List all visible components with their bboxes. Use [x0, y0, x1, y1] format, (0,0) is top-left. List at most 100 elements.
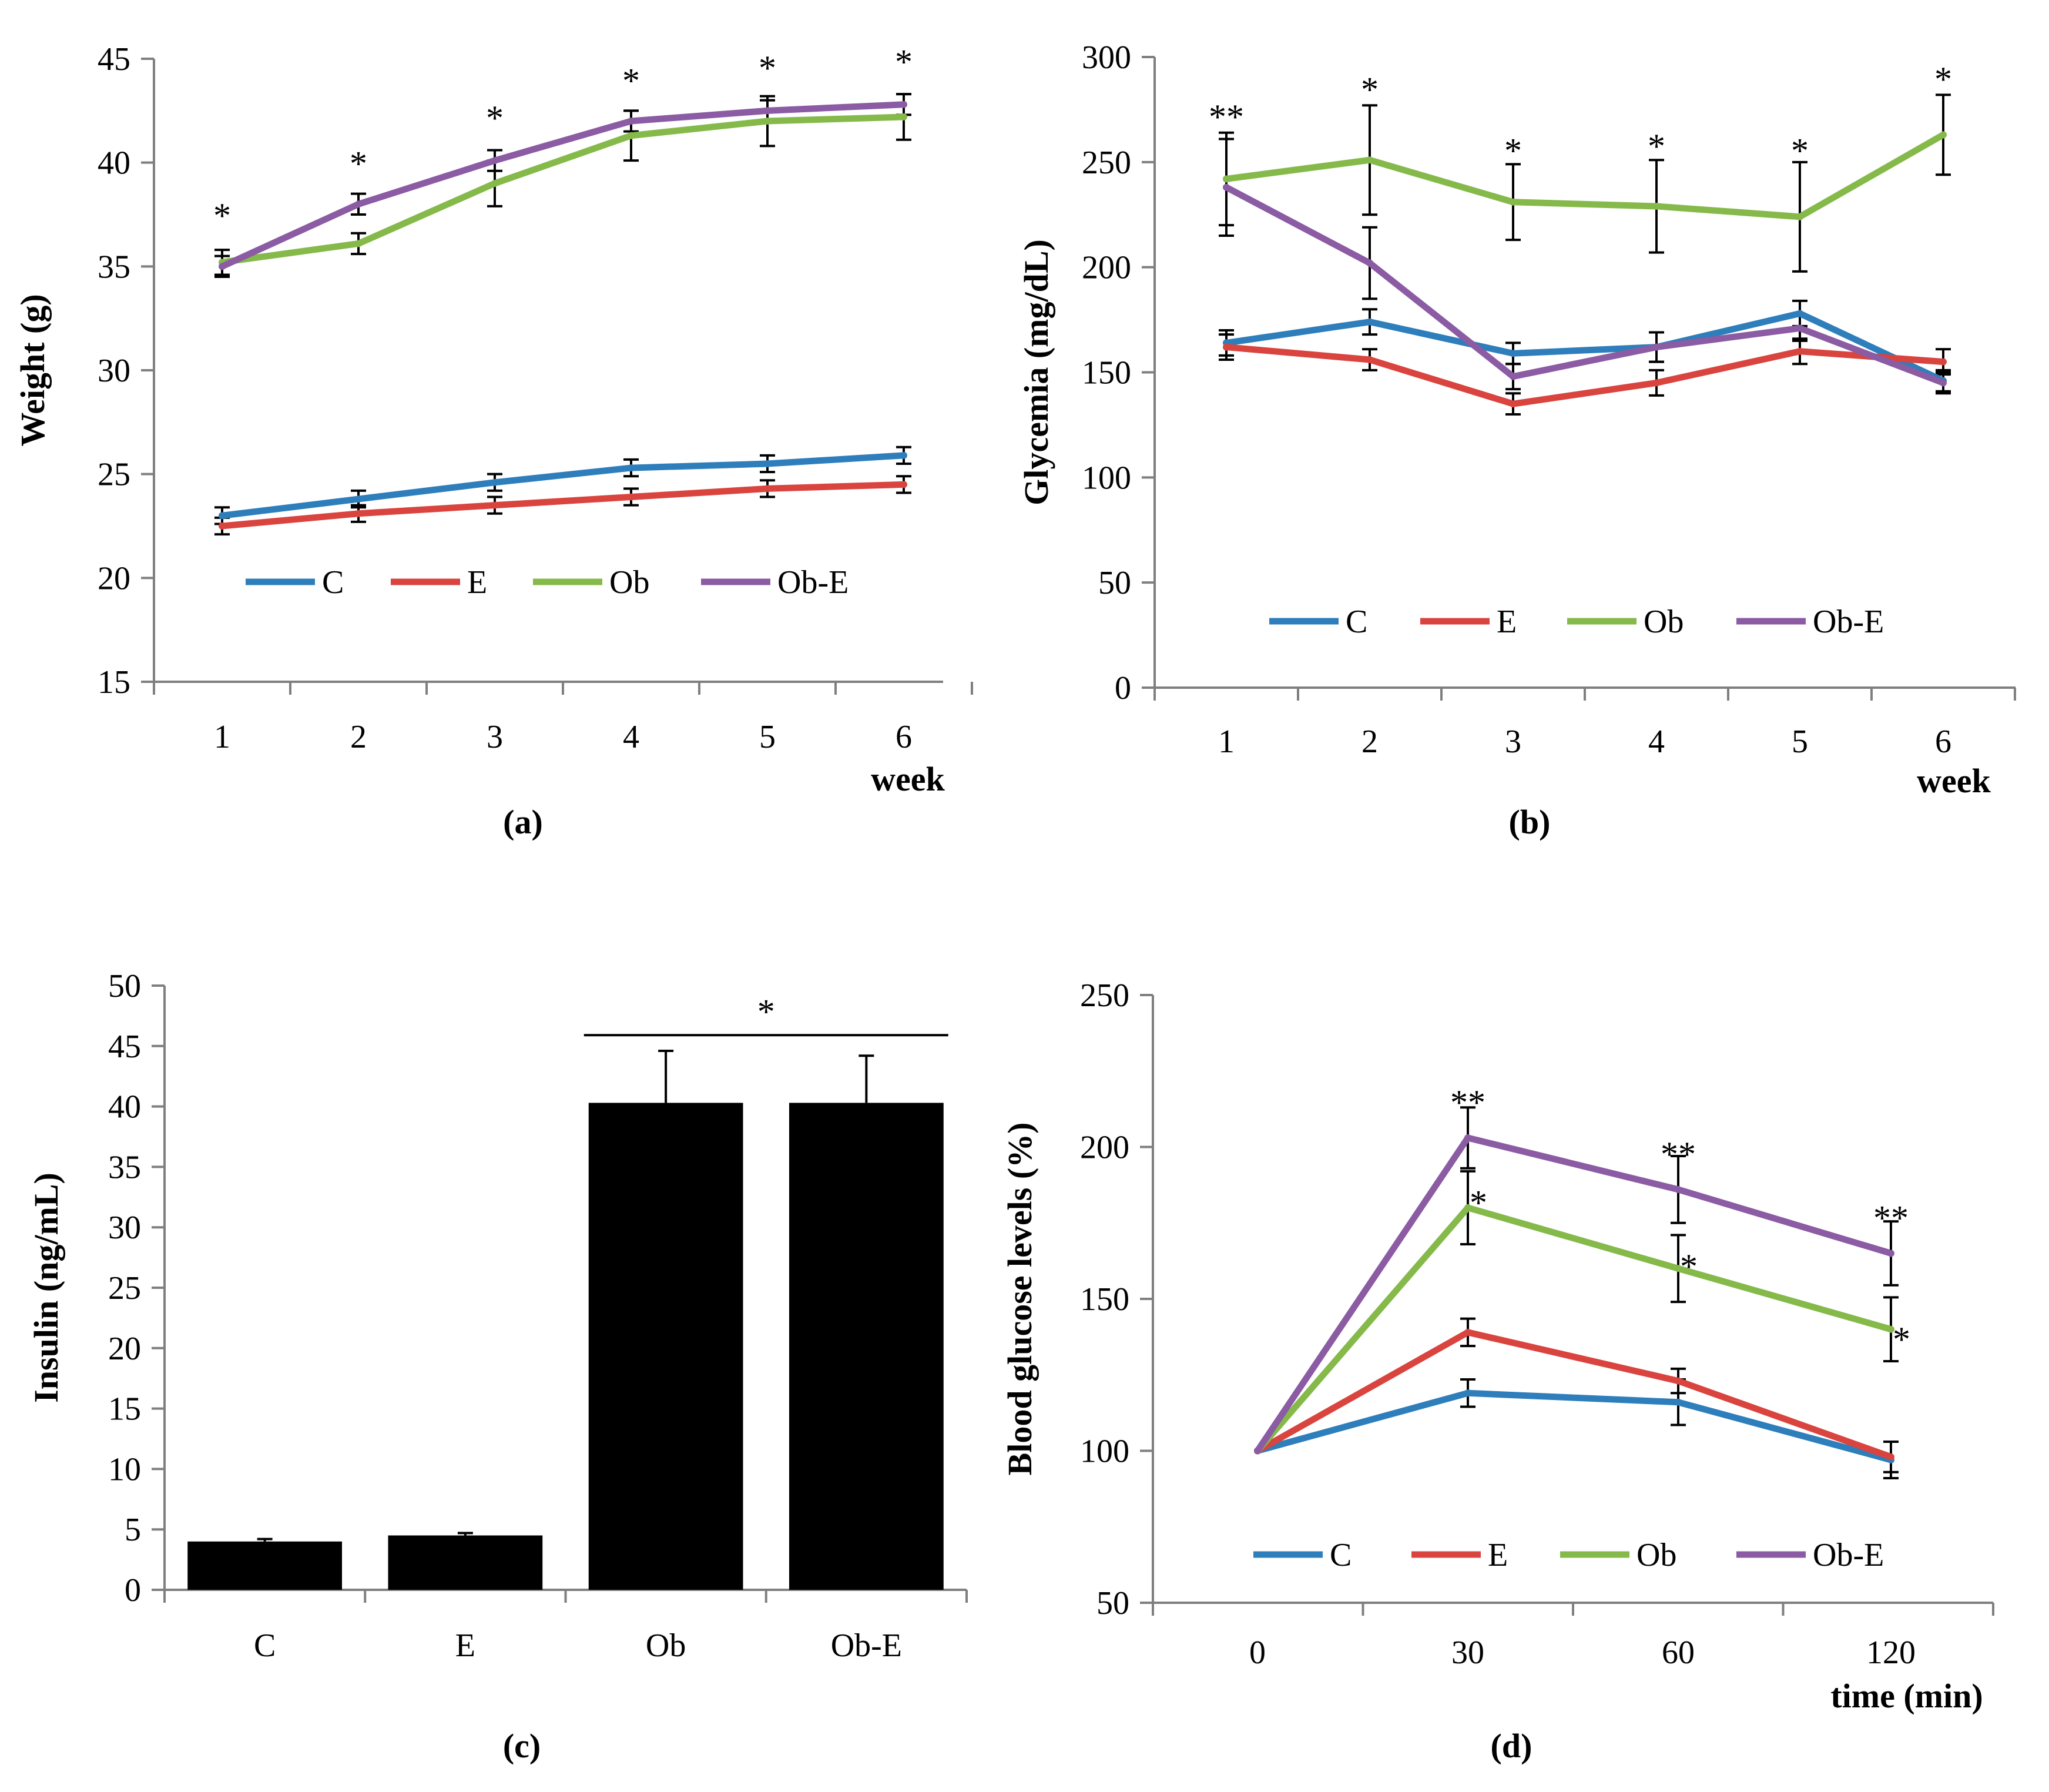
data-point-e	[1223, 343, 1230, 351]
series-line-ob-e	[219, 101, 907, 270]
data-point-ob-e	[219, 263, 226, 270]
x-tick-label: 1	[214, 719, 230, 755]
data-point-ob	[1675, 1265, 1682, 1272]
data-point-ob-e	[628, 118, 635, 125]
y-tick-label: 15	[98, 664, 130, 701]
legend-label-ob-e: Ob-E	[1813, 604, 1884, 640]
bar-e	[388, 1535, 543, 1590]
series-line-c	[1254, 1389, 1894, 1463]
significance-marker: *	[213, 196, 231, 235]
legend-label-ob-e: Ob-E	[1813, 1537, 1884, 1573]
data-point-ob	[628, 132, 635, 139]
data-point-e	[1510, 400, 1517, 408]
data-point-ob	[1887, 1325, 1894, 1333]
bar-ob	[588, 1103, 743, 1590]
x-tick-label: Ob	[646, 1627, 686, 1664]
significance-marker: *	[1648, 127, 1665, 166]
y-tick-label: 50	[108, 968, 141, 1004]
x-axis-label: week	[1917, 762, 1991, 800]
y-tick-label: 10	[108, 1451, 141, 1488]
data-point-c	[764, 460, 771, 467]
x-tick-label: 3	[487, 719, 503, 755]
data-point-e	[1366, 356, 1373, 364]
y-tick-label: 100	[1082, 460, 1131, 496]
x-tick-label: 2	[1361, 724, 1378, 760]
data-point-e	[491, 501, 498, 509]
panel-label: (b)	[1509, 803, 1551, 841]
significance-marker: *	[350, 145, 367, 183]
x-axis-label: time (min)	[1830, 1677, 1983, 1715]
data-point-ob-e	[1464, 1134, 1471, 1141]
legend-label-e: E	[467, 564, 487, 601]
significance-marker: *	[759, 49, 776, 88]
y-tick-label: 45	[108, 1029, 141, 1065]
y-tick-label: 50	[1098, 565, 1131, 601]
panel-label: (c)	[503, 1727, 541, 1765]
data-point-ob-e	[1223, 183, 1230, 191]
x-tick-label: 4	[623, 719, 639, 755]
legend-label-e: E	[1488, 1537, 1508, 1573]
y-tick-label: 40	[108, 1089, 141, 1126]
panel-label: (d)	[1491, 1727, 1532, 1765]
y-tick-label: 5	[125, 1512, 141, 1548]
data-point-ob	[1653, 202, 1660, 210]
data-point-ob	[491, 180, 498, 187]
series-line-ob-e	[1223, 184, 1947, 386]
significance-marker: *	[1361, 71, 1379, 109]
data-point-c	[628, 464, 635, 472]
data-point-ob	[1366, 156, 1373, 164]
x-tick-label: 2	[350, 719, 367, 755]
significance-marker: *	[622, 61, 640, 100]
data-point-ob-e	[1366, 259, 1373, 267]
y-tick-label: 20	[108, 1331, 141, 1367]
data-point-e	[1464, 1328, 1471, 1336]
series-line-e	[1223, 344, 1947, 407]
data-point-ob-e	[1887, 1250, 1894, 1257]
y-axis-label: Weight (g)	[14, 294, 52, 446]
legend-label-c: C	[322, 564, 344, 601]
data-point-ob-e	[900, 101, 907, 108]
data-point-e	[355, 510, 362, 517]
legend-label-ob-e: Ob-E	[777, 564, 849, 601]
data-point-c	[1366, 318, 1373, 326]
data-point-ob-e	[764, 107, 771, 115]
series-line-ob-e	[1254, 1134, 1894, 1454]
data-point-ob	[1940, 131, 1947, 139]
significance-marker: *	[1504, 131, 1522, 170]
x-tick-label: 0	[1249, 1634, 1266, 1671]
data-point-ob	[900, 113, 907, 120]
y-tick-label: 25	[98, 457, 130, 493]
y-tick-label: 20	[98, 560, 130, 597]
data-point-c	[1796, 310, 1803, 317]
significance-marker: **	[1873, 1198, 1909, 1237]
series-line-e	[219, 481, 907, 530]
y-tick-label: 150	[1080, 1281, 1129, 1318]
data-point-e	[900, 481, 907, 488]
legend-label-ob: Ob	[1644, 604, 1684, 640]
legend-label-c: C	[1330, 1537, 1352, 1573]
y-tick-label: 100	[1080, 1433, 1129, 1470]
significance-marker: **	[1209, 98, 1244, 136]
data-point-ob	[1510, 198, 1517, 206]
y-tick-label: 200	[1082, 250, 1131, 286]
y-tick-label: 250	[1082, 145, 1131, 181]
series-line-c	[219, 452, 907, 519]
data-point-c	[1464, 1389, 1471, 1397]
y-tick-label: 250	[1080, 977, 1129, 1014]
data-point-ob-e	[1254, 1447, 1261, 1455]
x-tick-label: 120	[1866, 1634, 1916, 1671]
data-point-e	[764, 485, 771, 493]
series-line-e	[1254, 1329, 1894, 1461]
significance-marker: *	[1791, 131, 1809, 170]
data-point-ob	[1464, 1204, 1471, 1211]
y-tick-label: 150	[1082, 355, 1131, 391]
data-point-ob	[1223, 175, 1230, 183]
data-point-e	[1653, 379, 1660, 387]
x-tick-label: 5	[759, 719, 776, 755]
legend-label-ob: Ob	[1636, 1537, 1676, 1573]
y-tick-label: 50	[1096, 1585, 1129, 1622]
data-point-ob-e	[1675, 1185, 1682, 1193]
significance-marker: *	[1470, 1184, 1487, 1222]
significance-marker: **	[1450, 1083, 1485, 1122]
